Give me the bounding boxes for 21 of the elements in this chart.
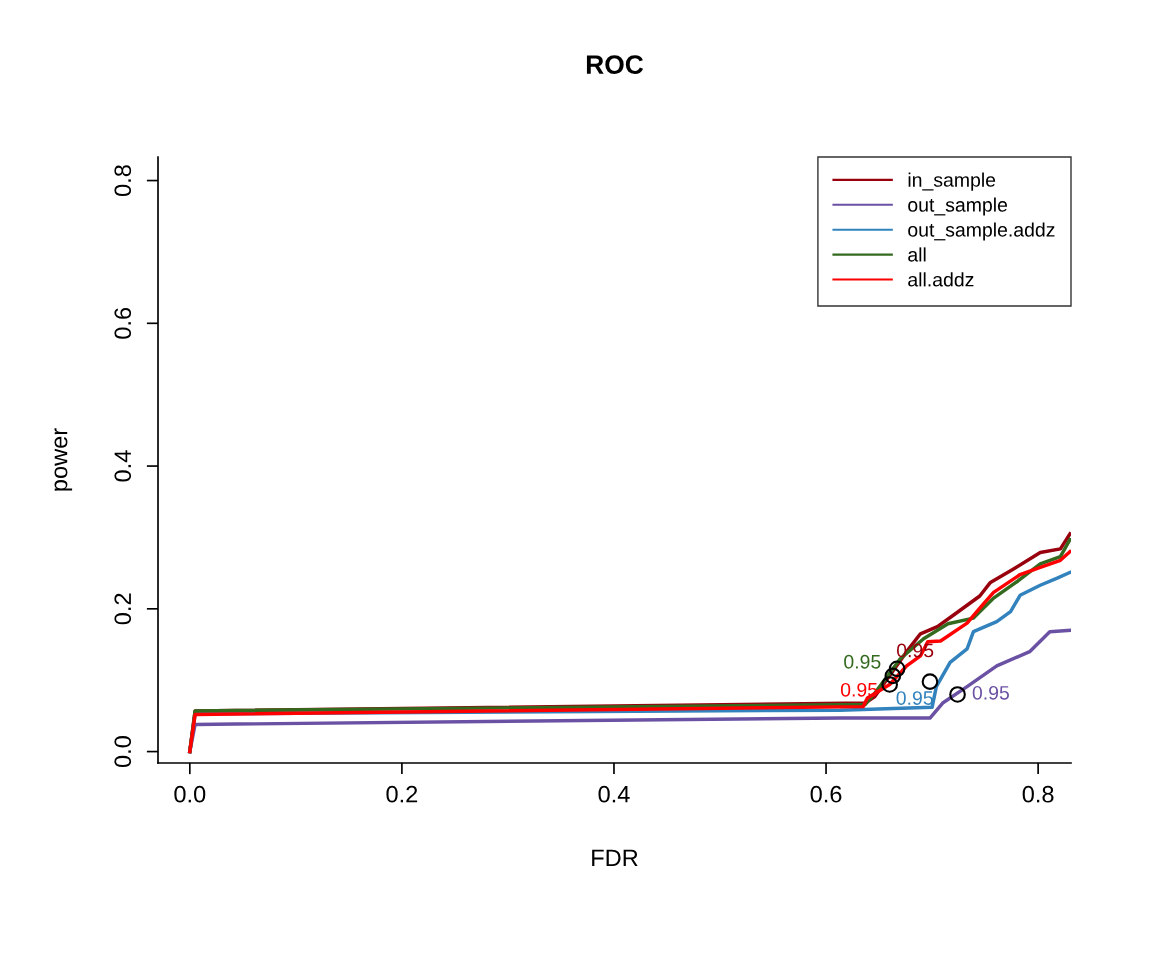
y-axis-title: power	[54, 428, 73, 491]
annotation: 0.95	[972, 685, 1009, 700]
y-tick-label: 0.2	[114, 593, 132, 625]
annotation: 0.95	[896, 691, 933, 705]
x-tick-label: 0.0	[174, 785, 206, 803]
chart-title: ROC	[586, 55, 644, 74]
legend-label: all	[908, 247, 926, 262]
x-tick-label: 0.4	[598, 785, 630, 803]
legend-label: in_sample	[908, 172, 996, 191]
x-axis-title: FDR	[592, 849, 638, 867]
legend-label: out_sample.addz	[908, 222, 1055, 241]
x-tick-label: 0.6	[810, 785, 842, 803]
legend-label: out_sample	[908, 197, 1008, 216]
annotation: 0.95	[844, 654, 881, 669]
x-tick-label: 0.8	[1022, 785, 1054, 803]
y-tick-label: 0.6	[114, 307, 132, 339]
y-tick-label: 0.8	[114, 165, 132, 197]
legend-label: all.addz	[908, 272, 974, 287]
x-tick-label: 0.2	[386, 785, 418, 803]
y-tick-label: 0.4	[114, 450, 132, 482]
y-tick-label: 0.0	[114, 736, 132, 768]
